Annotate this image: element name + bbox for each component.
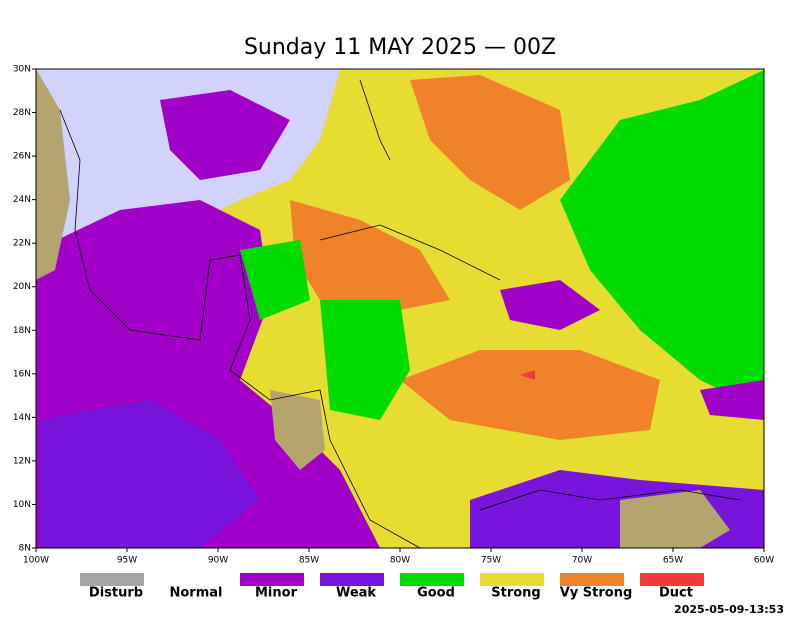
map-title: Sunday 11 MAY 2025 — 00Z [244, 35, 556, 60]
y-tick-label: 10N [13, 500, 31, 510]
legend-swatch [240, 573, 304, 586]
y-tick-label: 22N [13, 239, 31, 249]
legend-label: Good [417, 586, 455, 601]
y-tick-label: 26N [13, 152, 31, 162]
legend-swatch [640, 573, 704, 586]
legend-label: Minor [255, 586, 298, 601]
x-tick-label: 80W [390, 556, 410, 566]
y-tick-label: 16N [13, 369, 31, 379]
legend-swatch [400, 573, 464, 586]
x-tick-label: 75W [481, 556, 501, 566]
legend-swatch [480, 573, 544, 586]
timestamp: 2025-05-09-13:53 [674, 603, 784, 616]
x-tick-label: 60W [754, 556, 774, 566]
legend-label: Normal [170, 586, 223, 601]
y-tick-label: 30N [13, 65, 31, 75]
legend-label: Duct [659, 586, 693, 601]
x-tick-label: 65W [663, 556, 683, 566]
legend-swatch [80, 573, 144, 586]
x-tick-label: 70W [572, 556, 592, 566]
legend-swatch [320, 573, 384, 586]
y-tick-label: 18N [13, 326, 31, 336]
y-tick-label: 28N [13, 108, 31, 118]
x-tick-label: 100W [23, 556, 49, 566]
y-tick-label: 12N [13, 456, 31, 466]
x-tick-label: 95W [117, 556, 137, 566]
legend-label: Strong [491, 586, 540, 601]
x-tick-label: 85W [299, 556, 319, 566]
y-tick-label: 14N [13, 413, 31, 423]
x-tick-label: 90W [208, 556, 228, 566]
legend-label: Disturb [89, 586, 143, 601]
legend-swatch [560, 573, 624, 586]
legend-label: Vy Strong [560, 586, 633, 601]
y-tick-label: 8N [19, 544, 31, 554]
legend-label: Weak [336, 586, 376, 601]
y-tick-label: 20N [13, 282, 31, 292]
propagation-field [36, 69, 764, 549]
y-tick-label: 24N [13, 195, 31, 205]
